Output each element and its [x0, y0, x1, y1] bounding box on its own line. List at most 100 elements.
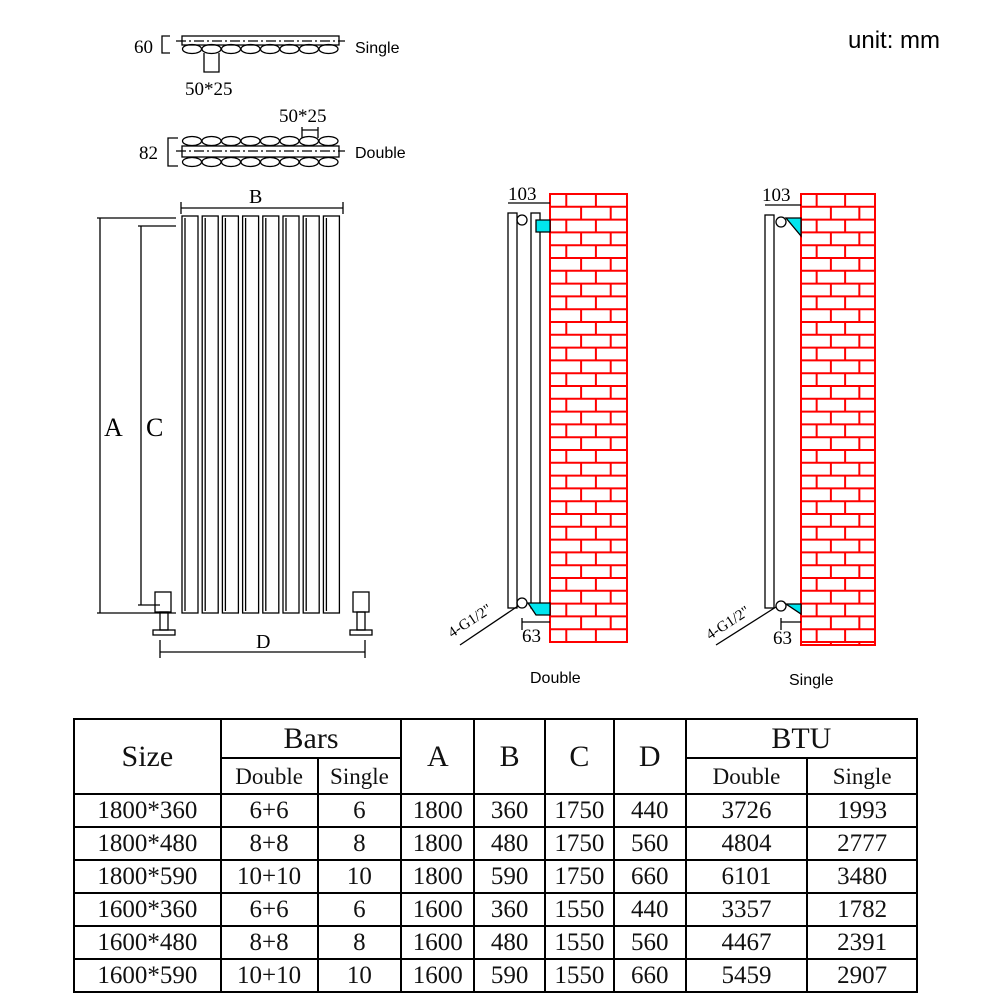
bar-oval — [279, 43, 300, 55]
radiator-bar — [181, 215, 199, 614]
double-label: Double — [355, 145, 406, 162]
table-cell: 3480 — [806, 859, 918, 894]
table-cell: 10 — [316, 958, 403, 993]
double-cross-section: 82 50*25 Double — [139, 106, 406, 168]
side-view-single: 103 63 4-G1/2" Single — [703, 185, 876, 689]
bar-oval — [318, 156, 339, 168]
bar-oval — [259, 43, 281, 55]
table-cell: 10+10 — [219, 958, 319, 993]
table-cell: 480 — [473, 826, 546, 861]
table-cell: 590 — [473, 958, 546, 993]
table-cell: 2391 — [806, 925, 918, 960]
table-cell: 6 — [316, 793, 403, 828]
table-cell: 560 — [612, 925, 687, 960]
bar-oval — [259, 135, 281, 147]
table-cell: 1750 — [543, 793, 615, 828]
header-a: A — [400, 718, 476, 795]
radiator-bar — [262, 215, 280, 614]
table-cell: 440 — [612, 892, 687, 927]
header-d: D — [612, 718, 687, 795]
table-cell: 660 — [612, 859, 687, 894]
table-cell: 560 — [612, 826, 687, 861]
table-cell: 360 — [473, 892, 546, 927]
bar-oval — [279, 135, 300, 147]
radiator-technical-drawing: unit: mm 60 50*25 Single 82 50*25 Double… — [97, 27, 940, 689]
bar-oval — [298, 156, 320, 168]
bar-oval — [220, 43, 242, 55]
table-cell: 1550 — [543, 925, 615, 960]
table-cell: 3357 — [684, 892, 809, 927]
single-label: Single — [355, 40, 400, 57]
table-cell: 4467 — [684, 925, 809, 960]
table-cell: 480 — [473, 925, 546, 960]
table-cell: 4804 — [684, 826, 809, 861]
table-cell: 1750 — [543, 826, 615, 861]
radiator-bar — [241, 215, 260, 614]
table-cell: 440 — [612, 793, 687, 828]
bar-oval — [201, 43, 222, 55]
bar-oval — [259, 156, 281, 168]
double-top-offset-label: 103 — [508, 184, 537, 205]
table-cell: 5459 — [684, 958, 809, 993]
table-cell: 1600*360 — [73, 892, 222, 927]
single-depth-label: 60 — [134, 37, 153, 58]
table-cell: 8 — [316, 826, 403, 861]
bar-oval — [240, 135, 261, 147]
header-btu-double: Double — [684, 757, 809, 795]
size-specification-table: Size Bars A B C D BTU Double Single Doub… — [73, 718, 919, 993]
table-row: 1800*590 10+10 10 1800 590 1750 660 6101 3480 — [73, 859, 918, 894]
table-cell: 1800 — [400, 826, 476, 861]
table-cell: 590 — [473, 859, 546, 894]
table-cell: 1600 — [400, 925, 476, 960]
table-cell: 10+10 — [219, 859, 319, 894]
header-bars-single: Single — [316, 757, 403, 795]
table-cell: 10 — [316, 859, 403, 894]
table-cell: 1550 — [543, 892, 615, 927]
bar-oval — [220, 135, 242, 147]
single-side-label: Single — [789, 672, 834, 689]
dimension-a-label: A — [104, 413, 123, 442]
table-cell: 2907 — [806, 958, 918, 993]
table-cell: 6+6 — [219, 793, 319, 828]
table-cell: 1600 — [400, 958, 476, 993]
table-cell: 6+6 — [219, 892, 319, 927]
single-cross-section: 60 50*25 Single — [134, 35, 400, 100]
header-c: C — [543, 718, 615, 795]
dimension-d-label: D — [256, 631, 270, 653]
side-view-double: 103 63 4-G1/2" Double — [445, 184, 628, 687]
bar-oval — [181, 135, 203, 147]
bar-oval — [279, 156, 300, 168]
table-row: 1600*590 10+10 10 1600 590 1550 660 5459 2907 — [73, 958, 918, 993]
header-size: Size — [73, 718, 222, 795]
table-cell: 6101 — [684, 859, 809, 894]
bar-oval — [318, 135, 339, 147]
bar-oval — [220, 156, 242, 168]
table-cell: 1600*480 — [73, 925, 222, 960]
dimension-b-label: B — [249, 186, 262, 208]
bar-oval — [181, 43, 203, 55]
header-btu-single: Single — [806, 757, 918, 795]
double-connection-label: 4-G1/2" — [445, 601, 494, 641]
bar-oval — [240, 43, 261, 55]
single-bottom-offset-label: 63 — [773, 628, 792, 649]
bar-oval — [298, 43, 320, 55]
radiator-bar — [282, 215, 300, 614]
table-cell: 1782 — [806, 892, 918, 927]
table-cell: 1993 — [806, 793, 918, 828]
table-cell: 1800*590 — [73, 859, 222, 894]
bar-oval — [318, 43, 339, 55]
table-cell: 1800*360 — [73, 793, 222, 828]
table-cell: 360 — [473, 793, 546, 828]
table-row: 1800*360 6+6 6 1800 360 1750 440 3726 1993 — [73, 793, 918, 828]
table-cell: 1600 — [400, 892, 476, 927]
radiator-bar — [221, 215, 240, 614]
double-bar-size-label: 50*25 — [279, 106, 327, 127]
table-cell: 1800 — [400, 793, 476, 828]
table-row: 1600*480 8+8 8 1600 480 1550 560 4467 2391 — [73, 925, 918, 960]
table-cell: 6 — [316, 892, 403, 927]
table-cell: 660 — [612, 958, 687, 993]
table-cell: 8+8 — [219, 826, 319, 861]
table-cell: 1550 — [543, 958, 615, 993]
bar-oval — [201, 135, 222, 147]
table-cell: 1800 — [400, 859, 476, 894]
